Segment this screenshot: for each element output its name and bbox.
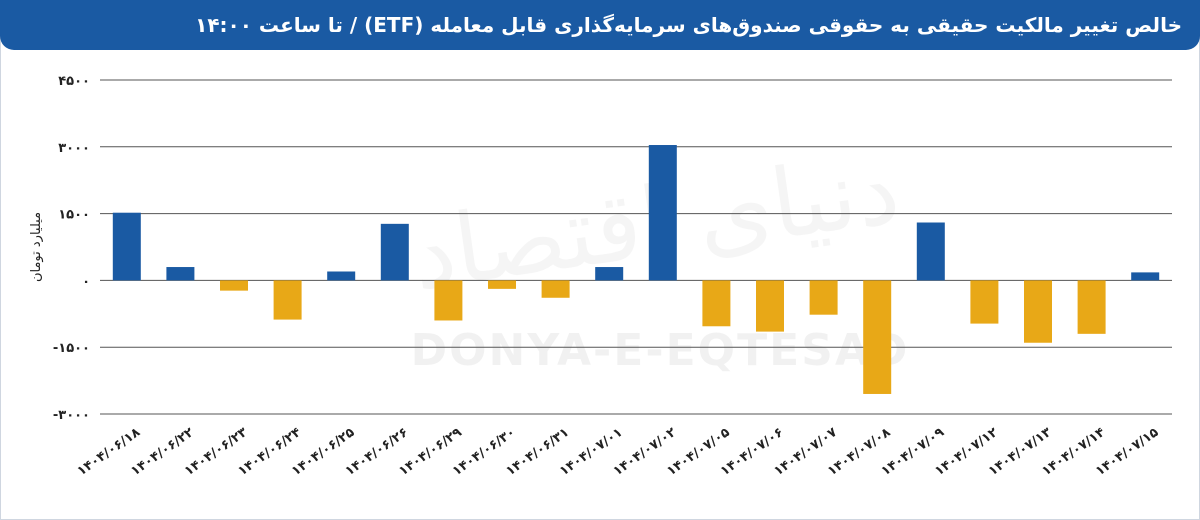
watermark: دنیای اقتصاد DONYA-E-EQTESAD bbox=[411, 325, 910, 376]
bar bbox=[220, 280, 248, 291]
y-axis-label: میلیارد تومان bbox=[29, 212, 44, 282]
bar bbox=[1024, 280, 1052, 343]
bar bbox=[488, 280, 516, 289]
bars bbox=[112, 145, 1160, 394]
y-tick-label: -۱۵۰۰ bbox=[53, 341, 90, 356]
bar bbox=[541, 280, 570, 298]
bar bbox=[327, 271, 356, 281]
bar bbox=[648, 145, 677, 281]
bar bbox=[970, 280, 999, 324]
bar bbox=[756, 280, 784, 332]
bar bbox=[702, 280, 731, 327]
chart-title: خالص تغییر مالکیت حقیقی به حقوقی صندوق‌ه… bbox=[195, 13, 1182, 37]
bar bbox=[380, 223, 409, 281]
bar bbox=[1077, 280, 1106, 334]
bar bbox=[273, 280, 302, 320]
bar bbox=[863, 280, 892, 394]
chart-title-bar: خالص تغییر مالکیت حقیقی به حقوقی صندوق‌ه… bbox=[0, 0, 1200, 50]
bar bbox=[1131, 272, 1160, 281]
watermark-latin: DONYA-E-EQTESAD bbox=[411, 325, 910, 376]
bar bbox=[916, 222, 945, 281]
y-axis-ticks: ۴۵۰۰ ۳۰۰۰ ۱۵۰۰ ۰ -۱۵۰۰ -۳۰۰۰ bbox=[53, 74, 90, 423]
y-tick-label: ۱۵۰۰ bbox=[58, 208, 90, 223]
y-tick-label: ۰ bbox=[82, 274, 90, 289]
y-tick-label: -۳۰۰۰ bbox=[53, 408, 90, 423]
bar bbox=[595, 267, 624, 281]
bar bbox=[112, 212, 141, 281]
y-tick-label: ۴۵۰۰ bbox=[58, 74, 90, 89]
bar bbox=[809, 280, 838, 315]
x-axis-ticks: ۱۴۰۴/۰۶/۱۸۱۴۰۴/۰۶/۲۲۱۴۰۴/۰۶/۲۳۱۴۰۴/۰۶/۲۴… bbox=[75, 425, 1162, 479]
y-tick-label: ۳۰۰۰ bbox=[58, 141, 90, 156]
bar bbox=[166, 267, 195, 281]
bar bbox=[434, 280, 463, 321]
